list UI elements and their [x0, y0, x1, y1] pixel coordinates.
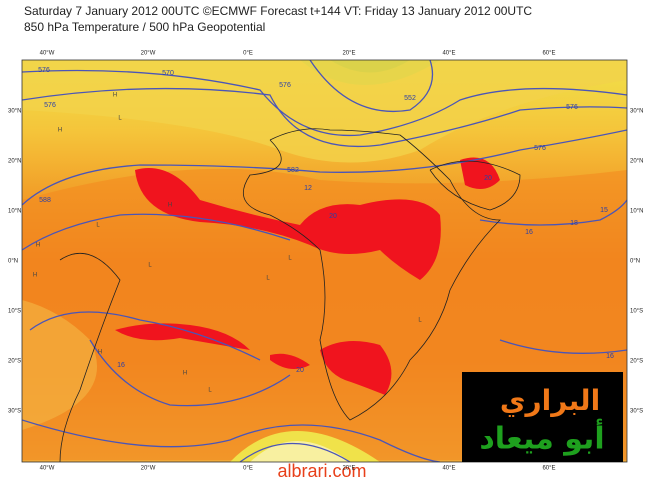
lat-label: 20°S: [8, 359, 21, 365]
lat-label: 20°N: [630, 159, 643, 165]
pressure-mark: H: [33, 273, 37, 279]
lat-label: 30°S: [630, 409, 643, 415]
contour-label: 582: [287, 167, 299, 174]
contour-label: 16: [606, 353, 614, 360]
lon-label: 40°E: [442, 51, 455, 57]
contour-label: 20: [329, 213, 337, 220]
lon-label: 0°E: [243, 51, 253, 57]
watermark-site: albrari.com: [277, 461, 366, 481]
lat-label: 10°N: [630, 209, 643, 215]
contour-label: 576: [44, 102, 56, 109]
contour-label: 570: [162, 70, 174, 77]
pressure-mark: L: [266, 276, 270, 282]
contour-label: 576: [566, 104, 578, 111]
pressure-mark: H: [168, 203, 172, 209]
pressure-mark: L: [148, 263, 152, 269]
lon-label: 40°E: [442, 466, 455, 472]
pressure-mark: L: [418, 318, 422, 324]
lat-label: 10°N: [8, 209, 21, 215]
contour-label: 16: [117, 362, 125, 369]
contour-label: 20: [484, 175, 492, 182]
contour-label: 12: [304, 185, 312, 192]
contour-label: 588: [39, 197, 51, 204]
contour-label: 576: [279, 82, 291, 89]
lat-label: 0°N: [630, 259, 640, 265]
lat-label: 10°S: [8, 309, 21, 315]
lon-label: 0°E: [243, 466, 253, 472]
subtitle: 850 hPa Temperature / 500 hPa Geopotenti…: [24, 20, 265, 34]
lat-label: 30°N: [8, 109, 21, 115]
lat-label: 20°N: [8, 159, 21, 165]
contour-label: 16: [525, 229, 533, 236]
lon-label: 20°W: [141, 51, 156, 57]
pressure-mark: H: [58, 128, 62, 134]
pressure-mark: L: [96, 223, 100, 229]
lon-label: 60°E: [542, 466, 555, 472]
watermark-box: [462, 372, 623, 462]
pressure-mark: H: [113, 93, 117, 99]
title: Saturday 7 January 2012 00UTC ©ECMWF For…: [24, 4, 532, 18]
contour-label: 18: [570, 220, 578, 227]
lon-label: 20°E: [342, 466, 355, 472]
contour-label: 576: [38, 67, 50, 74]
lon-label: 40°W: [40, 466, 55, 472]
contour-label: 15: [600, 207, 608, 214]
contour-label: 20: [296, 367, 304, 374]
lon-label: 40°W: [40, 51, 55, 57]
lon-label: 60°E: [542, 51, 555, 57]
pressure-mark: L: [208, 388, 212, 394]
lon-label: 20°W: [141, 466, 156, 472]
lat-label: 30°S: [8, 409, 21, 415]
pressure-mark: L: [118, 116, 122, 122]
contour-label: 552: [404, 95, 416, 102]
pressure-mark: H: [36, 243, 40, 249]
watermark-arabic-top: البراري: [500, 384, 600, 417]
lat-label: 30°N: [630, 109, 643, 115]
contour-label: 576: [534, 145, 546, 152]
lat-label: 20°S: [630, 359, 643, 365]
watermark-arabic-bottom: أبو ميعاد: [479, 419, 604, 457]
pressure-mark: H: [183, 371, 187, 377]
pressure-mark: L: [288, 256, 292, 262]
lat-label: 10°S: [630, 309, 643, 315]
pressure-mark: H: [98, 350, 102, 356]
lon-label: 20°E: [342, 51, 355, 57]
lat-label: 0°N: [8, 259, 18, 265]
